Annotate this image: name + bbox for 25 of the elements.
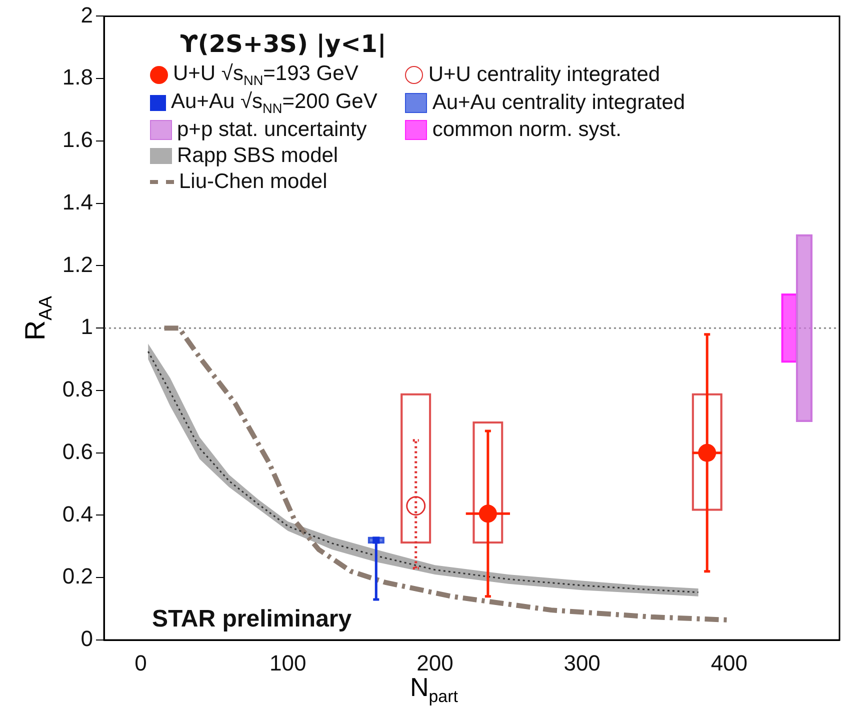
y-tick-label: 0 <box>80 626 93 652</box>
y-tick-label: 1.6 <box>62 127 93 152</box>
y-tick-label: 0.4 <box>62 501 93 526</box>
y-tick-label: 1 <box>80 314 93 340</box>
legend-label: p+p stat. uncertainty <box>177 118 367 142</box>
y-tick-label: 1.8 <box>62 64 93 90</box>
legend-title: ϒ(2S+3S) |y<1| <box>180 30 388 58</box>
legend-label: Au+Au centrality integrated <box>432 91 686 116</box>
x-tick-label: 400 <box>710 650 748 676</box>
y-tick-label: 2 <box>80 2 93 28</box>
x-tick-label: 0 <box>134 650 147 676</box>
x-tick-label: 300 <box>564 650 600 676</box>
y-tick-label: 0.6 <box>62 438 93 464</box>
annotation: STAR preliminary <box>152 606 352 633</box>
y-tick-label: 0.8 <box>62 376 93 402</box>
legend-label: common norm. syst. <box>432 118 622 142</box>
x-tick-label: 100 <box>270 650 306 676</box>
legend-label: U+U √s$_{NN}$=193 GeV <box>173 62 358 88</box>
legend-label: U+U centrality integrated <box>428 63 660 88</box>
legend-label: Au+Au √s$_{NN}$=200 GeV <box>171 90 378 116</box>
legend-label: Rapp SBS model <box>177 144 338 168</box>
legend-label: Liu-Chen model <box>179 170 328 194</box>
y-tick-label: 1.2 <box>62 252 93 277</box>
y-tick-label: 0.2 <box>62 564 93 589</box>
y-tick-label: 1.4 <box>62 189 93 214</box>
